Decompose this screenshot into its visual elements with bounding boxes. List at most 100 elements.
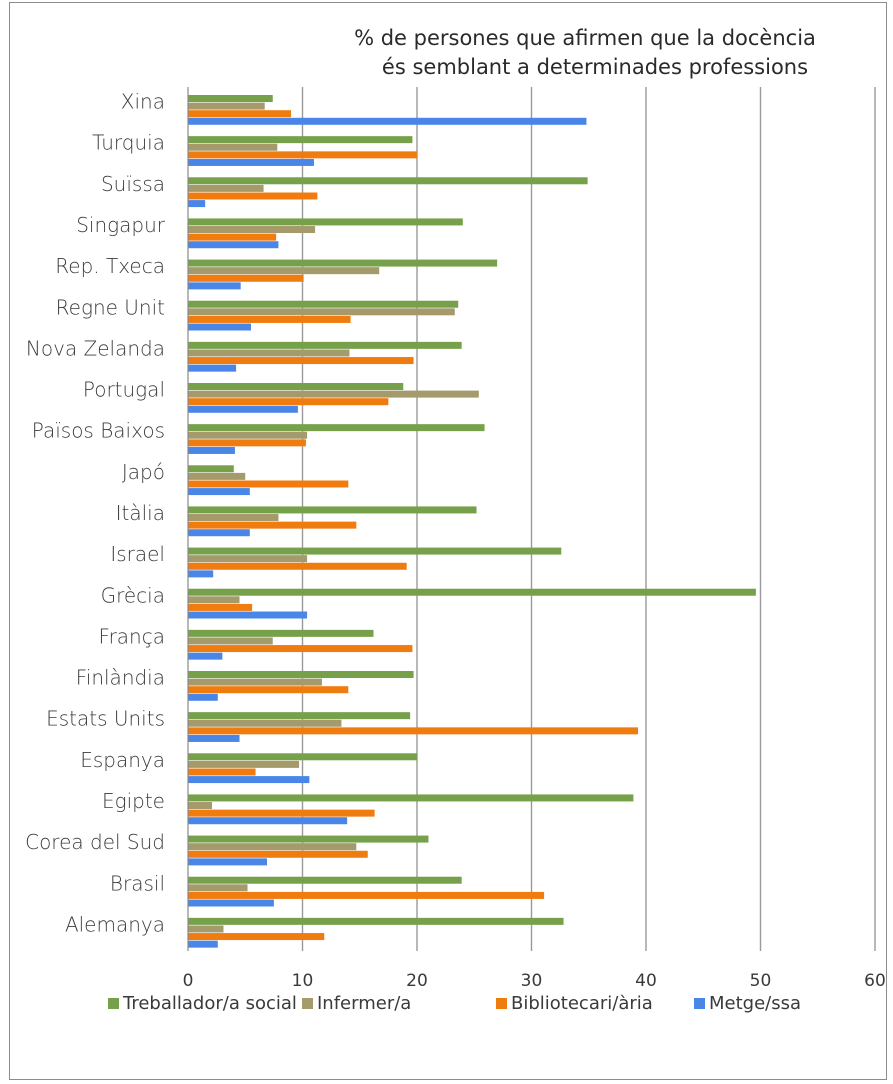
legend-swatch — [108, 998, 119, 1009]
bar-metgessa — [188, 405, 298, 413]
bar-metgessa — [188, 529, 250, 537]
bar-treballadorasocial — [188, 177, 588, 185]
x-tick-label: 60 — [864, 971, 886, 991]
bar-bibliotecariria — [188, 603, 253, 611]
legend: Treballador/a social Infermer/a Biblioteca… — [108, 993, 801, 1014]
bar-metgessa — [188, 899, 274, 907]
bar-infermera — [188, 102, 265, 110]
bar-metgessa — [188, 611, 308, 619]
bar-treballadorasocial — [188, 794, 634, 802]
bar-metgessa — [188, 693, 218, 701]
bar-infermera — [188, 349, 350, 357]
category-label: Finlàndia — [76, 666, 165, 690]
x-tick-labels: 0 10 20 30 40 50 60 — [183, 971, 886, 991]
x-tick-label: 10 — [292, 971, 314, 991]
category-label: Israel — [110, 542, 165, 566]
bar-treballadorasocial — [188, 95, 273, 102]
chart-frame: % de persones que afirmen que la docènci… — [9, 2, 887, 1080]
bar-metgessa — [188, 858, 268, 866]
legend-label: Bibliotecari/ària — [511, 993, 653, 1014]
bar-infermera — [188, 637, 273, 645]
bar-infermera — [188, 514, 279, 522]
bar-infermera — [188, 226, 316, 234]
legend-swatch — [496, 998, 507, 1009]
bar-bibliotecariria — [188, 439, 306, 447]
bar-infermera — [188, 596, 240, 604]
bar-infermera — [188, 143, 278, 151]
category-label: Xina — [121, 90, 165, 114]
bar-treballadorasocial — [188, 629, 374, 637]
bar-chart: % de persones que afirmen que la docènci… — [25, 26, 886, 1014]
bar-treballadorasocial — [188, 506, 477, 514]
category-label: Singapur — [76, 213, 166, 237]
bar-metgessa — [188, 282, 241, 290]
bar-treballadorasocial — [188, 917, 564, 925]
category-label: Alemanya — [65, 912, 165, 936]
legend-label: Infermer/a — [317, 993, 411, 1014]
x-tick-label: 20 — [406, 971, 428, 991]
bars — [188, 95, 756, 948]
category-label: Egipte — [102, 789, 165, 813]
bar-treballadorasocial — [188, 424, 485, 432]
bar-metgessa — [188, 446, 235, 454]
x-tick-label: 40 — [635, 971, 657, 991]
bar-metgessa — [188, 488, 250, 496]
bar-bibliotecariria — [188, 933, 325, 941]
bar-bibliotecariria — [188, 850, 368, 858]
bar-metgessa — [188, 364, 237, 372]
bar-metgessa — [188, 241, 279, 249]
bar-treballadorasocial — [188, 383, 404, 390]
category-label: Itàlia — [116, 501, 165, 525]
bar-infermera — [188, 925, 224, 933]
bar-bibliotecariria — [188, 809, 375, 817]
bar-bibliotecariria — [188, 192, 318, 200]
category-label: Països Baixos — [32, 419, 165, 443]
gridlines — [301, 87, 876, 951]
x-tick-label: 0 — [183, 971, 194, 991]
chart-title: % de persones que afirmen que la docènci… — [354, 26, 816, 79]
category-label: Japó — [122, 460, 165, 484]
bar-infermera — [188, 390, 479, 398]
bar-treballadorasocial — [188, 300, 459, 308]
category-label: Rep. Txeca — [55, 254, 165, 278]
bar-bibliotecariria — [188, 768, 256, 776]
bar-treballadorasocial — [188, 136, 413, 144]
bar-treballadorasocial — [188, 341, 462, 349]
bar-treballadorasocial — [188, 835, 429, 843]
category-labels: Xina Turquia Suïssa Singapur Rep. Txeca Regne… — [25, 90, 166, 937]
bar-bibliotecariria — [188, 521, 357, 529]
bar-metgessa — [188, 776, 310, 784]
legend-label: Treballador/a social — [122, 993, 297, 1014]
bar-treballadorasocial — [188, 465, 234, 473]
bar-bibliotecariria — [188, 727, 638, 735]
bar-infermera — [188, 719, 342, 727]
category-label: Corea del Sud — [25, 830, 165, 854]
bar-treballadorasocial — [188, 588, 756, 596]
bar-infermera — [188, 267, 380, 275]
bar-infermera — [188, 184, 264, 192]
bar-metgessa — [188, 734, 240, 742]
bar-metgessa — [188, 158, 314, 166]
category-label: Grècia — [101, 583, 165, 607]
bar-treballadorasocial — [188, 876, 462, 884]
bar-infermera — [188, 431, 308, 439]
bar-infermera — [188, 802, 213, 810]
legend-swatch — [302, 998, 313, 1009]
bar-infermera — [188, 308, 455, 316]
bar-bibliotecariria — [188, 233, 277, 241]
bar-infermera — [188, 843, 357, 851]
bar-infermera — [188, 472, 246, 480]
bar-metgessa — [188, 940, 218, 948]
bar-treballadorasocial — [188, 712, 411, 720]
bar-infermera — [188, 884, 248, 892]
bar-infermera — [188, 678, 322, 686]
bar-bibliotecariria — [188, 357, 414, 365]
bar-bibliotecariria — [188, 274, 304, 282]
category-label: Brasil — [110, 871, 165, 895]
bar-treballadorasocial — [188, 218, 463, 226]
bar-metgessa — [188, 652, 223, 660]
category-label: Estats Units — [46, 707, 165, 731]
chart-title-line-2: és semblant a determinades professions — [382, 55, 808, 79]
x-tick-label: 30 — [521, 971, 543, 991]
bar-bibliotecariria — [188, 562, 407, 570]
